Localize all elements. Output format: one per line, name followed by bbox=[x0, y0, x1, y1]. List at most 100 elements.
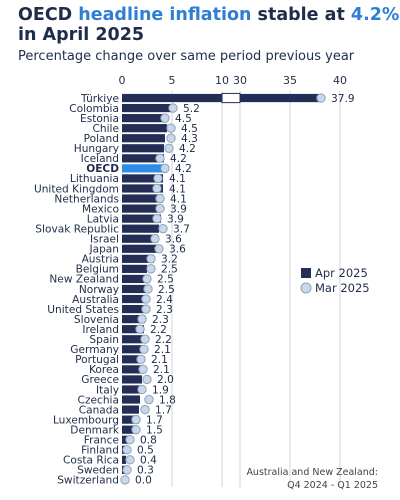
dot-mar-2025 bbox=[155, 203, 165, 214]
category-label: United Kingdom bbox=[34, 183, 119, 195]
bar-apr-2025 bbox=[122, 425, 137, 434]
chart-subtitle: Percentage change over same period previ… bbox=[18, 49, 355, 64]
value-label: 0.3 bbox=[137, 465, 154, 477]
value-label: 3.6 bbox=[165, 234, 182, 246]
value-label: 0.8 bbox=[140, 435, 157, 447]
bar-apr-2025 bbox=[122, 415, 139, 424]
x-tick-label: 40 bbox=[333, 74, 347, 87]
bar-apr-2025 bbox=[122, 455, 126, 464]
bar-apr-2025 bbox=[122, 284, 147, 294]
dot-mar-2025 bbox=[144, 394, 154, 405]
chart-title: OECD headline inflation stable at 4.2% i… bbox=[18, 5, 399, 45]
dot-mar-2025 bbox=[150, 234, 160, 244]
dot-mar-2025 bbox=[139, 344, 149, 354]
bar-apr-2025 bbox=[122, 114, 167, 123]
value-label: 4.1 bbox=[170, 193, 187, 205]
category-label: Japan bbox=[88, 244, 119, 256]
dot-mar-2025 bbox=[166, 133, 176, 143]
x-tick-label: 5 bbox=[169, 74, 176, 87]
category-label: OECD bbox=[86, 163, 119, 175]
category-label: Greece bbox=[81, 374, 119, 386]
legend-mar-swatch bbox=[300, 282, 312, 294]
bar-apr-2025 bbox=[122, 385, 141, 394]
dot-mar-2025 bbox=[160, 163, 170, 174]
title-line2: in April 2025 bbox=[18, 25, 145, 45]
value-label: 0.4 bbox=[140, 455, 157, 467]
dot-mar-2025 bbox=[138, 364, 148, 375]
value-label: 2.5 bbox=[158, 284, 175, 296]
footnote: Australia and New Zealand: Q4 2024 - Q1 … bbox=[246, 466, 378, 492]
category-label: Slovenia bbox=[74, 314, 119, 326]
bar-apr-2025 bbox=[122, 375, 142, 384]
dot-mar-2025 bbox=[146, 254, 156, 264]
category-label: Denmark bbox=[70, 424, 120, 436]
category-label: Hungary bbox=[74, 143, 119, 155]
dot-mar-2025 bbox=[140, 404, 150, 415]
dot-mar-2025 bbox=[122, 465, 132, 475]
dot-mar-2025 bbox=[125, 455, 135, 465]
bar-apr-2025-cont bbox=[240, 93, 319, 103]
bar-apr-2025 bbox=[122, 144, 164, 153]
category-label: Belgium bbox=[76, 264, 119, 276]
category-label: Norway bbox=[79, 284, 119, 296]
value-label: 1.5 bbox=[146, 424, 163, 436]
dot-mar-2025 bbox=[155, 153, 165, 164]
bar-apr-2025 bbox=[122, 254, 154, 263]
value-label: 4.5 bbox=[181, 123, 198, 135]
category-label: Czechia bbox=[78, 394, 119, 406]
bar-apr-2025 bbox=[122, 244, 158, 253]
value-label: 2.5 bbox=[161, 264, 178, 276]
category-label: Chile bbox=[92, 123, 119, 135]
category-label: Korea bbox=[89, 364, 119, 376]
bar-apr-2025 bbox=[122, 134, 165, 143]
value-label: 2.2 bbox=[155, 334, 172, 346]
dot-mar-2025 bbox=[153, 173, 163, 184]
bar-apr-2025 bbox=[122, 304, 145, 314]
value-label: 3.9 bbox=[170, 203, 187, 215]
category-label: Costa Rica bbox=[63, 455, 119, 467]
value-label: 5.2 bbox=[183, 103, 200, 115]
value-label: 4.2 bbox=[179, 143, 196, 155]
dot-mar-2025 bbox=[168, 103, 178, 113]
dot-mar-2025 bbox=[166, 123, 176, 133]
bar-apr-2025 bbox=[122, 315, 145, 324]
dot-mar-2025 bbox=[120, 475, 130, 485]
bar-apr-2025 bbox=[122, 335, 144, 344]
category-label: United States bbox=[47, 304, 119, 316]
dot-mar-2025 bbox=[146, 264, 156, 274]
dot-mar-2025 bbox=[125, 435, 135, 445]
footnote-line2: Q4 2024 - Q1 2025 bbox=[287, 480, 378, 491]
dot-mar-2025 bbox=[164, 143, 174, 153]
value-label: 2.3 bbox=[156, 304, 173, 316]
x-tick-label: 35 bbox=[283, 74, 297, 87]
bar-apr-2025 bbox=[122, 103, 174, 113]
value-label: 2.3 bbox=[152, 314, 169, 326]
dot-mar-2025 bbox=[141, 294, 151, 304]
x-tick-label: 30 bbox=[233, 74, 247, 87]
bar-apr-2025 bbox=[122, 164, 164, 173]
dot-mar-2025 bbox=[316, 93, 326, 103]
x-tick-label: 0 bbox=[119, 74, 126, 87]
dot-mar-2025 bbox=[131, 424, 141, 435]
value-label: 4.1 bbox=[169, 173, 186, 185]
category-label: Poland bbox=[84, 133, 119, 145]
title-prefix: OECD bbox=[18, 5, 79, 25]
value-label: 0.5 bbox=[137, 445, 154, 457]
axis-break bbox=[221, 92, 241, 104]
bar-apr-2025 bbox=[122, 224, 159, 233]
bar-apr-2025 bbox=[122, 184, 163, 193]
dot-mar-2025 bbox=[140, 334, 150, 344]
bar-apr-2025 bbox=[122, 345, 143, 354]
x-tick-label: 10 bbox=[215, 74, 229, 87]
bar-apr-2025 bbox=[122, 124, 167, 133]
value-label: 3.2 bbox=[161, 254, 178, 266]
value-label: 4.3 bbox=[181, 133, 198, 145]
category-label: Portugal bbox=[75, 354, 119, 366]
value-label: 1.9 bbox=[152, 384, 169, 396]
category-label: Colombia bbox=[69, 103, 119, 115]
value-label: 2.2 bbox=[150, 324, 167, 336]
dot-mar-2025 bbox=[155, 193, 165, 204]
category-label: Finland bbox=[81, 445, 119, 457]
